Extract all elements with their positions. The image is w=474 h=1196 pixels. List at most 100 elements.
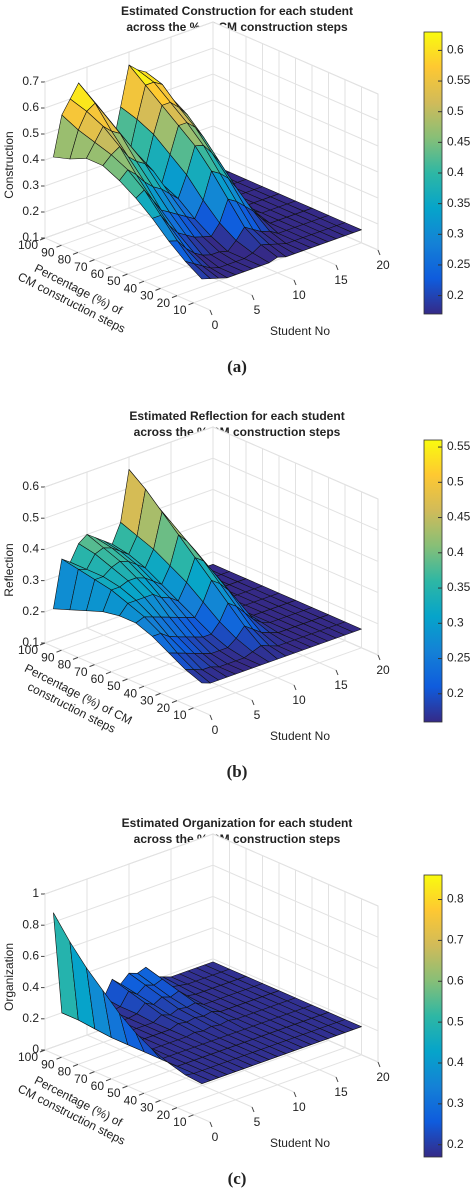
y-tick-label: 30	[140, 694, 154, 708]
z-axis-label: Organization	[2, 943, 16, 1011]
z-axis-label: Construction	[2, 131, 16, 198]
z-tick-label: 0.1	[22, 635, 39, 649]
y-tick	[89, 1071, 95, 1075]
z-tick-label: 0.2	[22, 604, 39, 618]
z-tick-label: 0.6	[22, 949, 39, 963]
z-tick-label: 0.3	[22, 178, 39, 192]
y-tick-label: 30	[140, 1101, 154, 1115]
panel: Estimated Organization for each student a…	[2, 816, 464, 1188]
colorbar-tick-label: 0.35	[447, 580, 471, 594]
x-tick	[335, 1076, 339, 1083]
x-tick	[209, 714, 213, 721]
y-tick-label: 20	[157, 1108, 171, 1122]
x-tick	[377, 1061, 381, 1068]
z-tick-label: 0.6	[22, 100, 39, 114]
z-tick-label: 0.2	[22, 1011, 39, 1025]
y-tick-label: 50	[107, 274, 121, 288]
x-tick	[251, 294, 255, 301]
y-tick	[171, 700, 178, 704]
x-axis-label: Student No	[270, 1136, 330, 1150]
y-tick-label: 30	[140, 289, 154, 303]
panel: Estimated Construction for each student a…	[2, 4, 471, 376]
y-tick-label: 90	[41, 650, 55, 664]
z-tick-label: 0.3	[22, 573, 39, 587]
z-tick-label: 0.4	[22, 542, 39, 556]
x-tick-label: 0	[212, 318, 219, 332]
y-tick	[122, 678, 128, 682]
colorbar-tick-label: 0.45	[447, 135, 471, 149]
x-tick-label: 5	[254, 1115, 261, 1129]
x-tick	[251, 699, 255, 706]
colorbar-tick-label: 0.4	[447, 165, 464, 179]
colorbar-tick-label: 0.55	[447, 439, 471, 453]
x-tick	[377, 654, 381, 661]
x-tick-label: 0	[212, 723, 219, 737]
y-tick	[122, 1085, 128, 1089]
y-tick	[72, 251, 79, 255]
x-tick-label: 20	[376, 1070, 390, 1084]
y-tick	[122, 273, 128, 277]
y-tick	[155, 692, 161, 696]
y-tick	[39, 1049, 46, 1053]
x-tick	[293, 1091, 297, 1098]
colorbar-tick-label: 0.5	[447, 1014, 464, 1028]
surface-cell	[185, 669, 211, 684]
y-tick-label: 80	[58, 1065, 72, 1079]
y-tick	[105, 1078, 112, 1082]
colorbar	[423, 874, 443, 1158]
chart-title: across the % of CM construction steps	[126, 20, 348, 34]
y-tick-label: 20	[157, 701, 171, 715]
y-tick	[138, 685, 145, 689]
y-tick	[188, 707, 194, 711]
grid-line	[193, 86, 362, 304]
z-tick-label: 1	[32, 886, 39, 900]
y-tick-label: 10	[173, 1115, 187, 1129]
colorbar-tick-label: 0.3	[447, 226, 464, 240]
y-tick-label: 90	[41, 1057, 55, 1071]
x-tick-label: 15	[334, 273, 348, 287]
y-tick	[105, 266, 112, 270]
y-tick-label: 80	[58, 658, 72, 672]
y-tick-label: 50	[107, 679, 121, 693]
y-tick	[171, 1107, 178, 1111]
chart-title: Estimated Reflection for each student	[129, 409, 344, 423]
x-tick	[251, 1106, 255, 1113]
y-tick	[138, 280, 145, 284]
chart-title: across the % CM construction steps	[134, 425, 341, 439]
x-tick	[293, 279, 297, 286]
y-tick-label: 10	[173, 708, 187, 722]
x-tick	[209, 309, 213, 316]
grid-line	[176, 484, 346, 702]
z-tick-label: 0.2	[22, 204, 39, 218]
colorbar-tick-label: 0.35	[447, 196, 471, 210]
colorbar-tick-label: 0.6	[447, 973, 464, 987]
y-tick-label: 40	[124, 281, 138, 295]
y-tick	[56, 649, 62, 653]
grid-line	[193, 491, 362, 709]
grid-line	[176, 891, 346, 1109]
colorbar-tick-label: 0.8	[447, 892, 464, 906]
z-tick-label: 0.8	[22, 917, 39, 931]
y-tick	[155, 287, 161, 291]
y-tick-label: 100	[18, 238, 38, 252]
caption: (b)	[227, 762, 248, 781]
colorbar-tick-label: 0.5	[447, 474, 464, 488]
colorbar-tick-label: 0.4	[447, 1055, 464, 1069]
colorbar-tick-label: 0.45	[447, 510, 471, 524]
colorbar-tick-label: 0.3	[447, 615, 464, 629]
z-axis-label: Reflection	[2, 543, 16, 596]
x-tick-label: 5	[254, 303, 261, 317]
surface-cell	[185, 1073, 211, 1085]
colorbar-tick-label: 0.7	[447, 933, 464, 947]
colorbar-tick-label: 0.25	[447, 651, 471, 665]
x-tick-label: 15	[334, 678, 348, 692]
z-tick-label: 0	[32, 1042, 39, 1056]
colorbar-tick-label: 0.2	[447, 288, 464, 302]
x-tick	[377, 249, 381, 256]
x-tick-label: 5	[254, 708, 261, 722]
x-tick-label: 0	[212, 1130, 219, 1144]
colorbar	[423, 439, 443, 723]
y-tick	[155, 1099, 161, 1103]
panel: Estimated Reflection for each student acr…	[2, 409, 471, 781]
y-tick-label: 100	[18, 1050, 38, 1064]
